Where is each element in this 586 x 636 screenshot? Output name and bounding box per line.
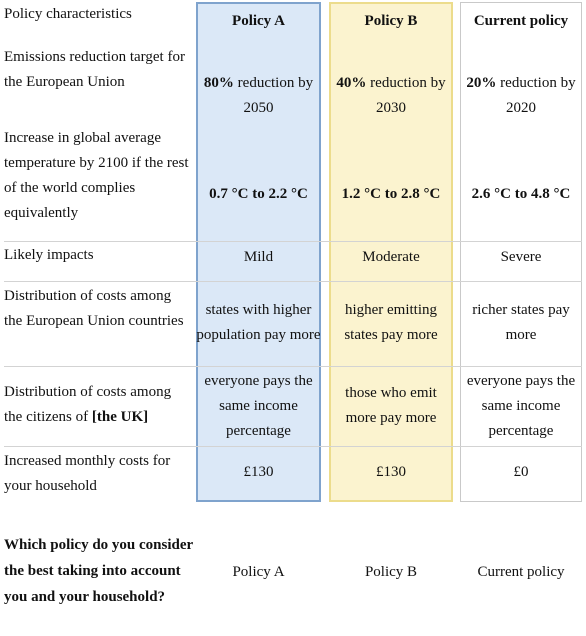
current-policy-column <box>460 2 582 502</box>
choice-option-current-policy[interactable]: Current policy <box>477 563 565 580</box>
policy-a-column <box>196 2 321 502</box>
eu-costs-current-policy: richer states pay more <box>472 302 570 343</box>
row-divider <box>4 281 582 282</box>
target-c-text: reduction by 2020 <box>496 75 576 116</box>
choice-option-policy-a[interactable]: Policy A <box>232 563 285 580</box>
citizen-costs-current-policy: everyone pays the same income percentage <box>466 372 576 439</box>
citizen-costs-label-country: [the UK] <box>91 409 149 425</box>
target-b-text: reduction by 2030 <box>366 75 446 116</box>
monthly-costs-policy-a: £130 <box>243 463 274 480</box>
eu-costs-policy-a: states with higher population pay more <box>196 302 321 343</box>
citizen-costs-label-text: Distribution of costs among the citizens… <box>4 384 172 425</box>
target-c-pct: 20% <box>466 75 497 91</box>
target-current-policy: 20% reduction by 2020 <box>460 70 582 122</box>
target-row-label: Emissions reduction target for the Europ… <box>4 49 185 90</box>
impacts-policy-a: Mild <box>243 248 274 265</box>
target-b-pct: 40% <box>336 75 367 91</box>
target-policy-a: 80% reduction by 2050 <box>196 70 321 122</box>
policy-b-column <box>329 2 453 502</box>
row-divider <box>4 241 582 242</box>
target-a-text: reduction by 2050 <box>233 75 314 116</box>
temperature-policy-a: 0.7 °C to 2.2 °C <box>209 185 308 202</box>
monthly-costs-row-label: Increased monthly costs for your househo… <box>4 453 171 494</box>
temperature-current-policy: 2.6 °C to 4.8 °C <box>471 185 571 202</box>
row-title-header: Policy characteristics <box>4 6 132 22</box>
temperature-policy-b: 1.2 °C to 2.8 °C <box>341 185 441 202</box>
impacts-current-policy: Severe <box>500 248 542 265</box>
choice-option-policy-b[interactable]: Policy B <box>364 563 418 580</box>
eu-costs-row-label: Distribution of costs among the European… <box>4 288 184 329</box>
citizen-costs-row-label: Distribution of costs among the citizens… <box>4 380 192 430</box>
eu-costs-policy-b: higher emitting states pay more <box>344 302 438 343</box>
monthly-costs-current-policy: £0 <box>513 463 529 480</box>
temperature-row-label: Increase in global average temperature b… <box>4 130 189 221</box>
impacts-policy-b: Moderate <box>362 248 420 265</box>
choice-question: Which policy do you consider the best ta… <box>4 537 193 605</box>
header-policy-a: Policy A <box>232 12 285 29</box>
citizen-costs-policy-b: those who emit more pay more <box>345 385 437 426</box>
row-divider <box>4 446 582 447</box>
citizen-costs-policy-a: everyone pays the same income percentage <box>204 372 313 439</box>
header-policy-b: Policy B <box>364 12 418 29</box>
target-policy-b: 40% reduction by 2030 <box>329 70 453 122</box>
monthly-costs-policy-b: £130 <box>376 463 406 480</box>
target-a-pct: 80% <box>203 75 234 91</box>
row-divider <box>4 366 582 367</box>
header-current-policy: Current policy <box>473 12 569 29</box>
impacts-row-label: Likely impacts <box>4 247 94 263</box>
